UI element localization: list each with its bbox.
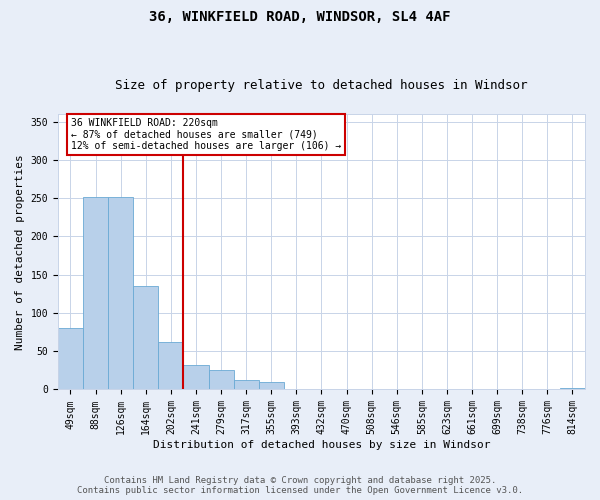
Bar xyxy=(259,382,284,390)
Text: 36, WINKFIELD ROAD, WINDSOR, SL4 4AF: 36, WINKFIELD ROAD, WINDSOR, SL4 4AF xyxy=(149,10,451,24)
Bar xyxy=(284,388,309,390)
Bar xyxy=(409,388,434,390)
Bar xyxy=(184,365,209,390)
Bar xyxy=(460,388,485,390)
Bar xyxy=(334,388,359,390)
Text: 36 WINKFIELD ROAD: 220sqm
← 87% of detached houses are smaller (749)
12% of semi: 36 WINKFIELD ROAD: 220sqm ← 87% of detac… xyxy=(71,118,341,151)
Bar xyxy=(108,198,133,390)
Bar xyxy=(58,328,83,390)
Bar xyxy=(158,342,184,390)
X-axis label: Distribution of detached houses by size in Windsor: Distribution of detached houses by size … xyxy=(153,440,490,450)
Bar xyxy=(233,380,259,390)
Bar xyxy=(133,286,158,390)
Bar xyxy=(560,388,585,390)
Text: Contains HM Land Registry data © Crown copyright and database right 2025.
Contai: Contains HM Land Registry data © Crown c… xyxy=(77,476,523,495)
Title: Size of property relative to detached houses in Windsor: Size of property relative to detached ho… xyxy=(115,79,528,92)
Bar xyxy=(209,370,233,390)
Bar xyxy=(309,388,334,390)
Bar xyxy=(83,198,108,390)
Y-axis label: Number of detached properties: Number of detached properties xyxy=(15,154,25,350)
